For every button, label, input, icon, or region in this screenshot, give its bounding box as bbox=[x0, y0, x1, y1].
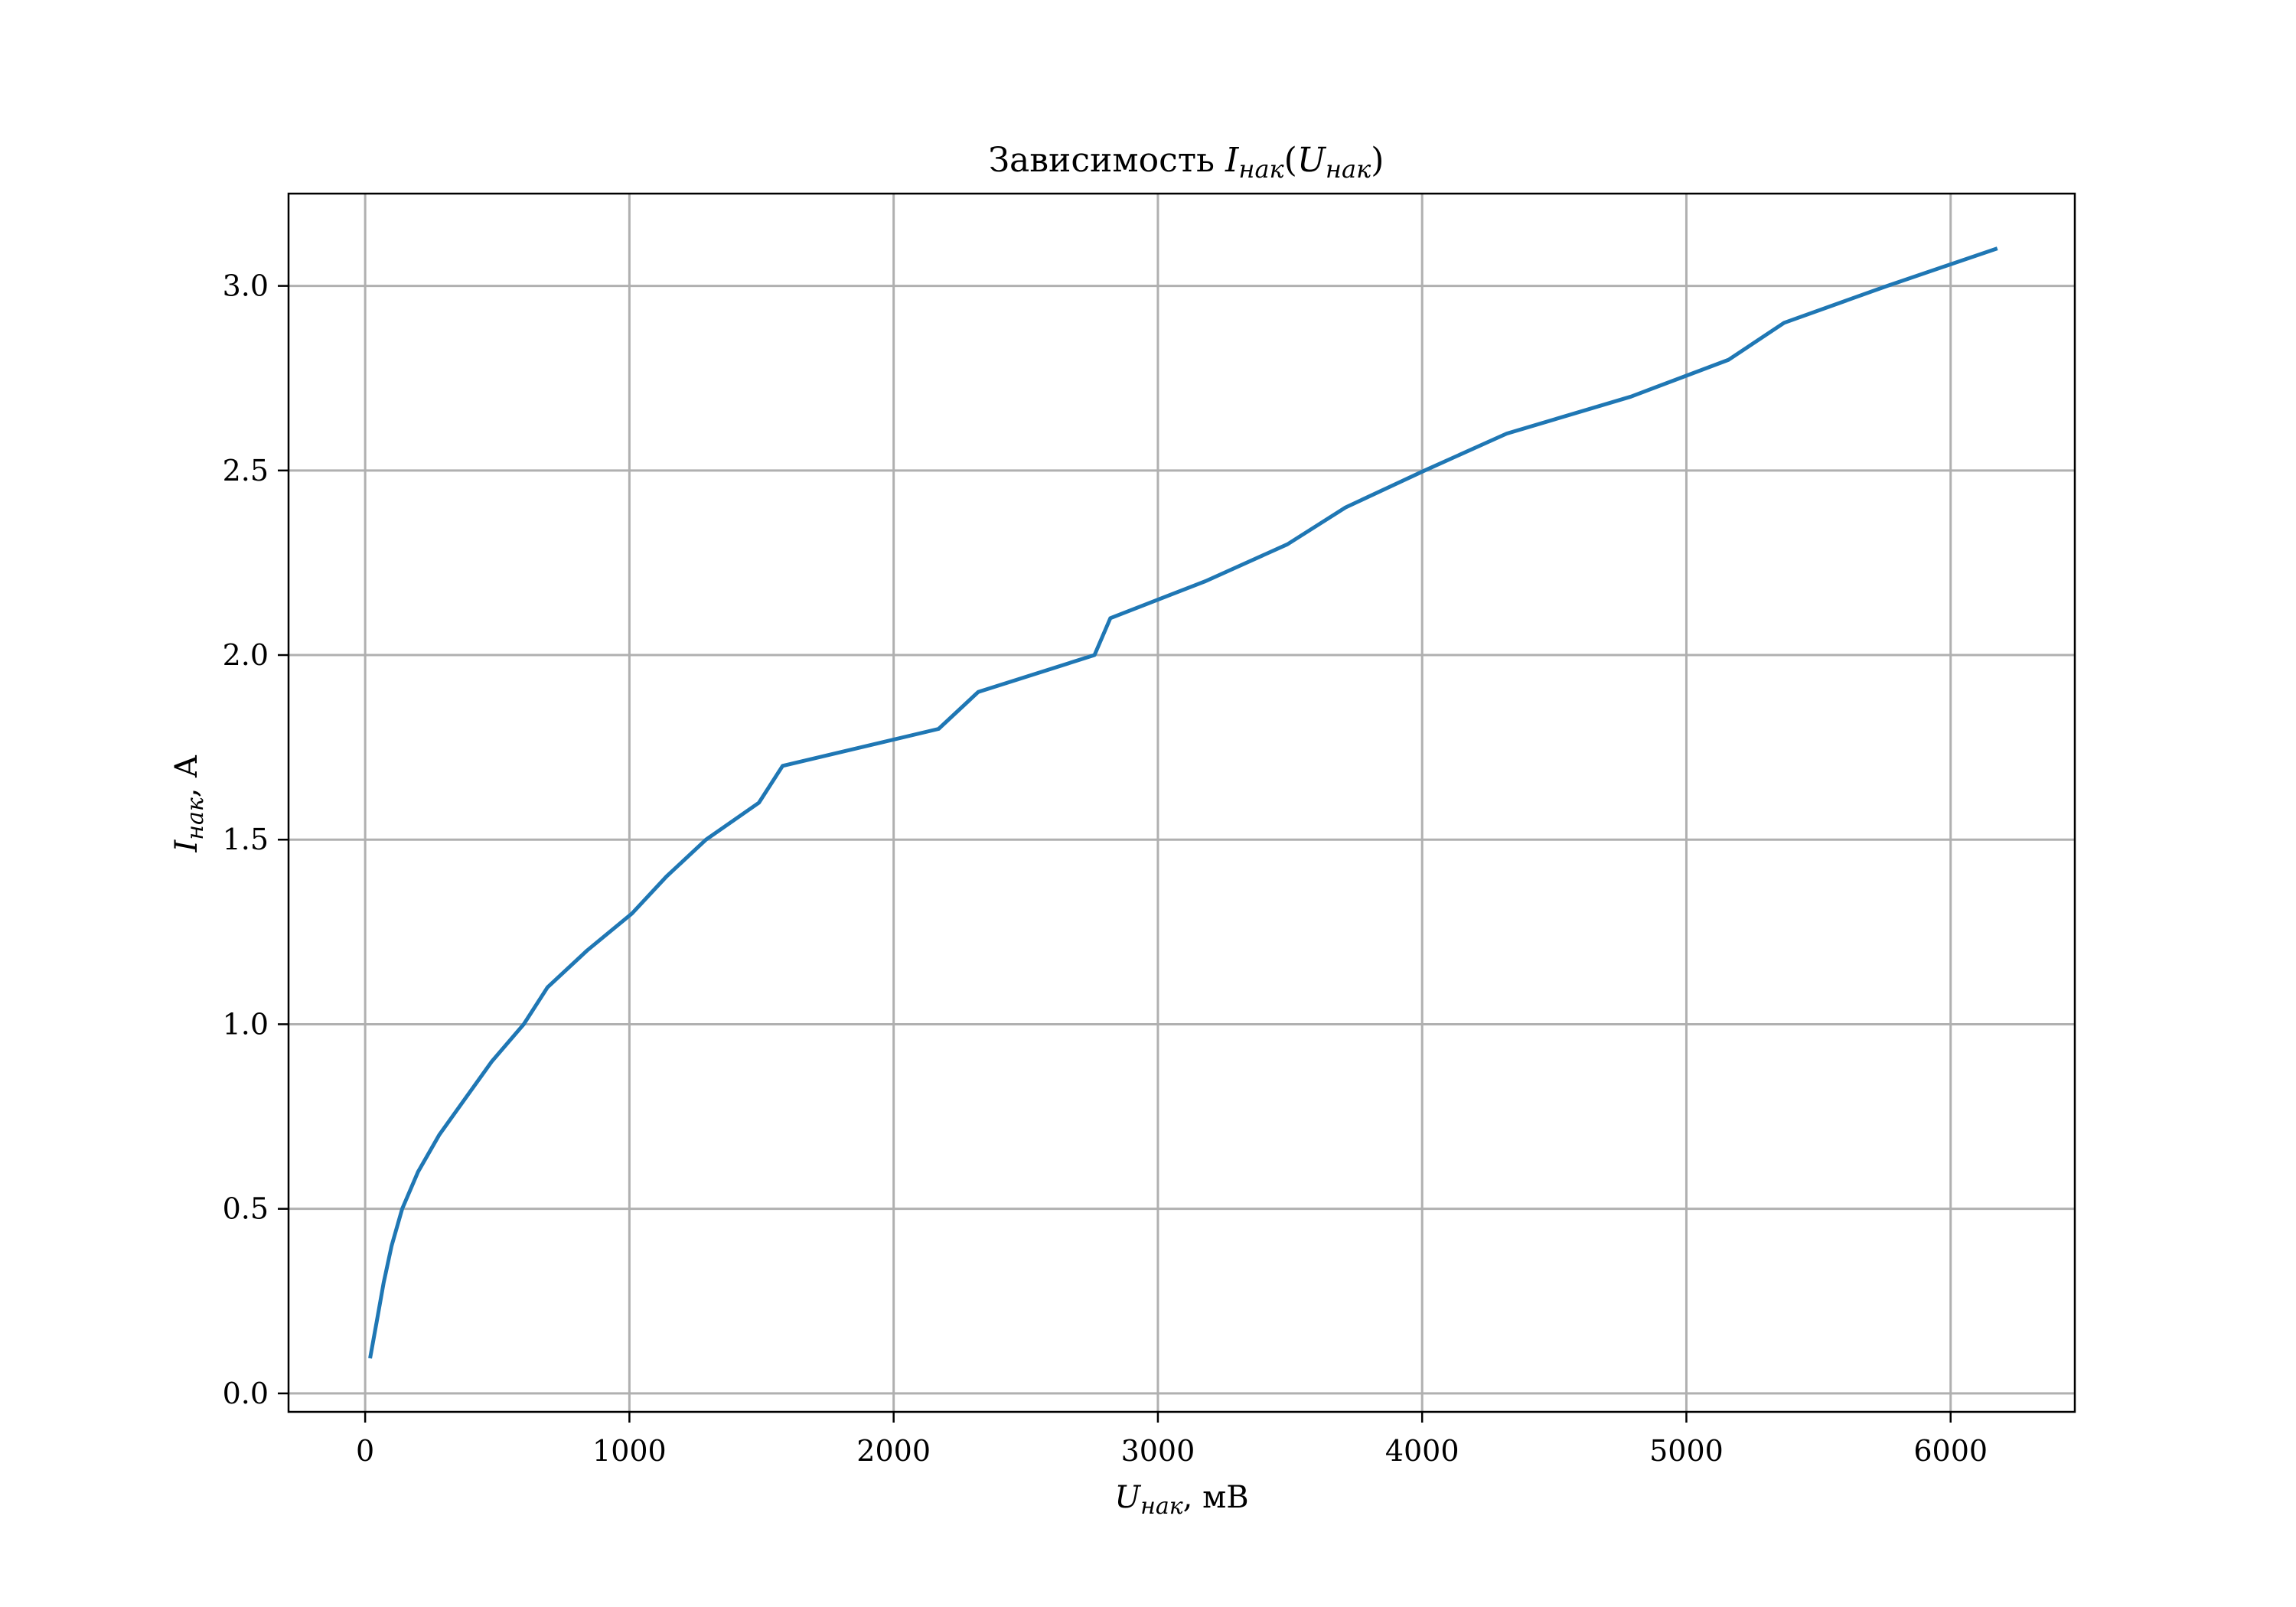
y-tick-label: 3.0 bbox=[223, 269, 269, 303]
x-tick-label: 2000 bbox=[856, 1434, 931, 1468]
y-tick-label: 0.0 bbox=[223, 1377, 269, 1410]
x-tick-label: 6000 bbox=[1913, 1434, 1988, 1468]
series-layer bbox=[368, 246, 1998, 1359]
y-tick-label: 1.0 bbox=[223, 1007, 269, 1041]
series-line bbox=[368, 246, 1998, 1359]
grid bbox=[289, 194, 2075, 1412]
y-axis-ticks: 0.0 0.5 1.0 1.5 2.0 2.5 3.0 bbox=[223, 269, 289, 1410]
chart-title: Зависимость Iнак(Uнак) bbox=[989, 141, 1384, 184]
y-tick-label: 0.5 bbox=[223, 1192, 269, 1226]
y-axis-label: Iнак, А bbox=[169, 755, 209, 852]
x-tick-label: 1000 bbox=[592, 1434, 667, 1468]
x-tick-label: 3000 bbox=[1121, 1434, 1195, 1468]
x-axis-ticks: 0 1000 2000 3000 4000 5000 6000 bbox=[356, 1412, 1988, 1468]
y-tick-label: 1.5 bbox=[223, 823, 269, 856]
x-tick-label: 0 bbox=[356, 1434, 374, 1468]
x-axis-label: Uнак, мВ bbox=[1114, 1480, 1248, 1520]
y-tick-label: 2.0 bbox=[223, 638, 269, 672]
axes-frame bbox=[287, 192, 2076, 1413]
y-tick-label: 2.5 bbox=[223, 454, 269, 487]
x-tick-label: 4000 bbox=[1385, 1434, 1459, 1468]
x-tick-label: 5000 bbox=[1649, 1434, 1724, 1468]
